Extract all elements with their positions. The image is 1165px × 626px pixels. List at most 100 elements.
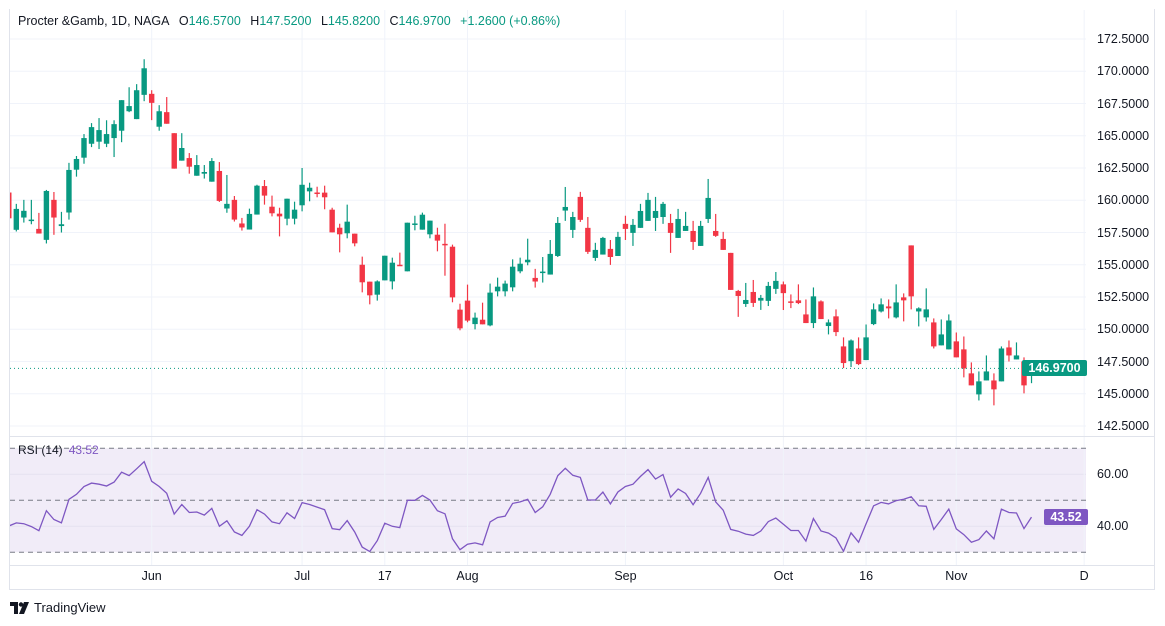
candle-body [645,199,651,221]
candle [765,281,772,307]
price-tick-label: 167.5000 [1097,96,1150,111]
candle-body [818,301,824,320]
candle [570,211,576,238]
candle-body [51,199,57,218]
candle-body [848,340,854,362]
candle [592,242,599,261]
candle [10,192,12,219]
candle-body [412,223,418,225]
candle [28,199,35,225]
candle [667,213,674,253]
candle-body [179,148,185,161]
candle-body [953,341,960,358]
rsi-legend: RSI (14) 43.52 [18,443,99,457]
candle-body [148,93,155,103]
candle [209,158,215,182]
candle-body [570,217,576,230]
candle-body [923,309,929,318]
candle [404,222,411,272]
candle-body [1013,355,1020,360]
candle [818,300,824,320]
candle-body [352,233,358,244]
candle-body [442,243,448,246]
candle-body [231,199,238,220]
candle-body [675,218,681,238]
candle [66,162,72,220]
candle-body [479,319,486,325]
candle-body [314,192,320,195]
candle [547,239,553,275]
candle-body [404,222,411,272]
candle-body [246,213,253,230]
candle-body [983,371,990,381]
candle-body [712,230,719,236]
candle [991,373,997,406]
candle-body [28,219,35,222]
candle [239,217,245,231]
candle-body [863,337,869,361]
candle [389,257,396,290]
candle-body [367,281,373,296]
candle-body [284,198,290,219]
candle-body [96,130,102,142]
candle [291,201,298,225]
candle [81,134,87,164]
candle-body [976,381,982,395]
candle-body [810,296,817,324]
candle [73,156,80,177]
candle [690,220,696,250]
candle-body [652,210,659,218]
price-tick-label: 145.0000 [1097,386,1150,401]
change-value: +1.2600 (+0.86%) [460,14,561,28]
candle-body [682,225,689,231]
candle [51,191,57,235]
chart-frame [9,9,1155,590]
rsi-tick-label: 60.00 [1097,467,1129,482]
price-tick-label: 157.5000 [1097,225,1150,240]
candle [773,271,779,294]
candle-body [938,334,944,346]
candle-body [194,165,200,176]
candle-body [517,263,523,272]
close-label: C [389,14,399,28]
tradingview-brand[interactable]: TradingView [10,600,106,615]
candle [938,319,944,346]
candle-body [788,301,794,303]
candle [442,223,448,276]
candle [562,186,568,221]
candle-body [344,221,350,234]
candle-body [306,187,313,192]
candle-body [900,297,907,301]
last-price-tag: 146.9700 [1022,360,1087,377]
candle-body [133,90,140,120]
high-label: H [250,14,260,28]
price-tick-label: 170.0000 [1097,64,1150,79]
candle-body [840,346,847,364]
price-tick-label: 152.5000 [1097,290,1150,304]
candle [179,133,185,161]
candle [810,287,817,329]
candle [509,259,516,292]
candle-body [1006,347,1012,356]
candle [269,195,275,217]
candle [577,191,584,222]
time-tick-label: 16 [859,569,874,583]
rsi-band-fill [10,448,1086,553]
candle-body [600,237,606,255]
candle-body [660,203,666,218]
candle [306,182,313,202]
tradingview-logo-icon [10,601,29,614]
candle-body [931,322,937,347]
candle-body [58,224,65,227]
candle-body [637,210,644,228]
rsi-title[interactable]: RSI (14) [18,443,63,457]
time-tick-label: Nov [945,569,968,583]
candle [88,123,95,148]
symbol-title[interactable]: Procter &Gamb, 1D, NAGA [18,14,170,28]
candle [1006,340,1012,362]
candle-body [216,170,223,201]
candle-body [88,127,95,144]
candle [502,280,508,297]
candle [449,244,456,303]
